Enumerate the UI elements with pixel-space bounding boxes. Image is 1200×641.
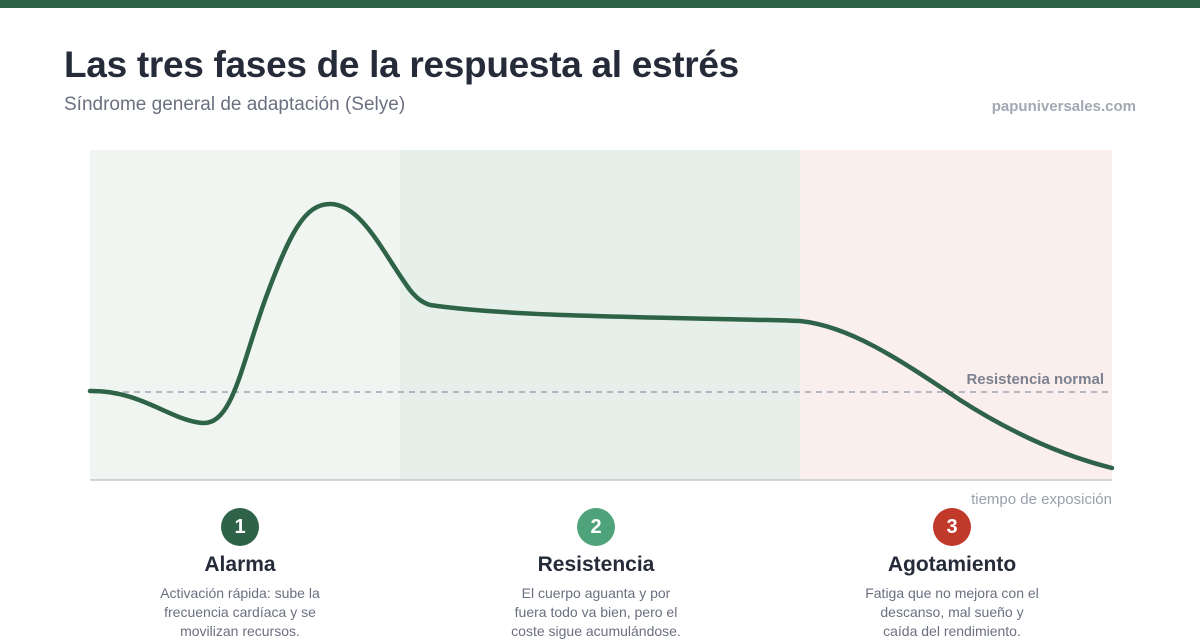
phase-exhaustion: 3 Agotamiento Fatiga que no mejora con e… bbox=[842, 508, 1062, 641]
phase-number-badge: 1 bbox=[221, 508, 259, 546]
phase-number-badge: 3 bbox=[933, 508, 971, 546]
phase-resistance: 2 Resistencia El cuerpo aguanta y por fu… bbox=[486, 508, 706, 641]
zone-alarm bbox=[90, 150, 400, 480]
phase-title: Agotamiento bbox=[887, 553, 1017, 576]
phase-description: Activación rápida: sube la frecuencia ca… bbox=[160, 585, 320, 639]
phase-number-badge: 2 bbox=[577, 508, 615, 546]
source-label: papuniversales.com bbox=[991, 98, 1136, 115]
top-accent-bar bbox=[0, 0, 1200, 8]
page-title: Las tres fases de la respuesta al estrés bbox=[64, 44, 739, 85]
phase-title: Alarma bbox=[204, 553, 276, 576]
x-axis-label: tiempo de exposición bbox=[971, 491, 1112, 508]
phase-description: El cuerpo aguanta y por fuera todo va bi… bbox=[511, 585, 681, 639]
normal-resistance-label: Resistencia normal bbox=[966, 371, 1104, 388]
stress-response-curve bbox=[87, 201, 1115, 471]
page-subtitle: Síndrome general de adaptación (Selye) bbox=[64, 94, 406, 115]
phase-description: Fatiga que no mejora con el descanso, ma… bbox=[865, 585, 1039, 639]
zone-exhaustion bbox=[800, 150, 1112, 480]
phase-alarm: 1 Alarma Activación rápida: sube la frec… bbox=[130, 508, 350, 641]
phase-title: Resistencia bbox=[537, 553, 655, 576]
